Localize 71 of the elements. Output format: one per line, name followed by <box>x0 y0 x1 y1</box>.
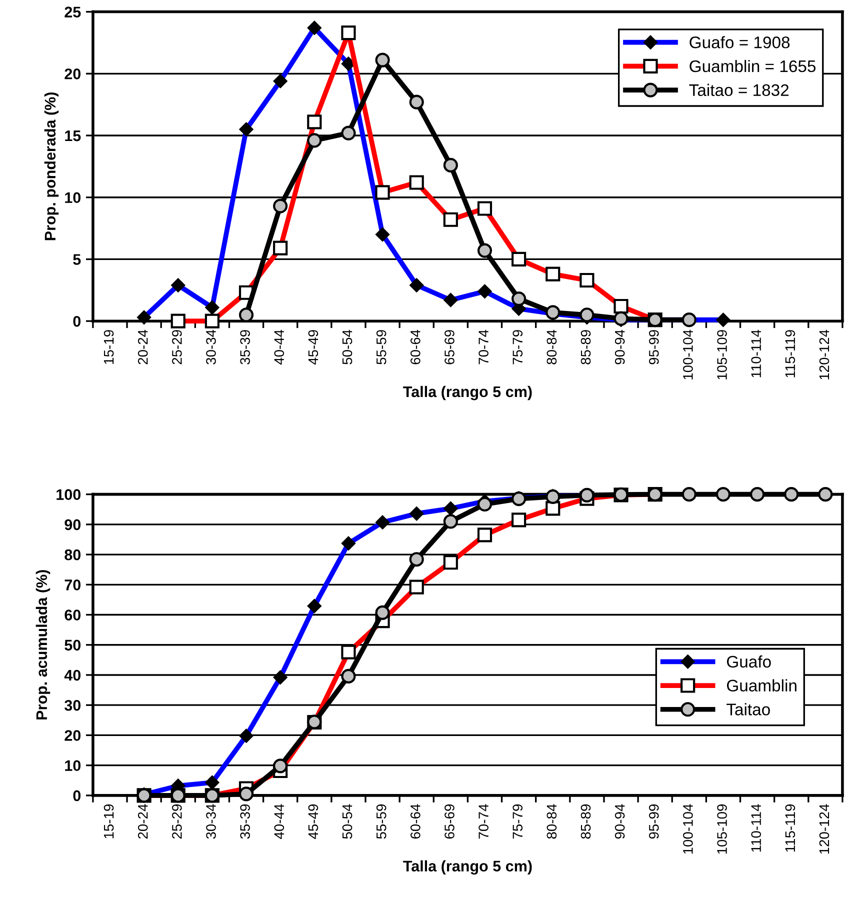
x-tick-label: 35-39 <box>240 330 250 364</box>
x-tick-label: 65-69 <box>444 330 454 364</box>
legend-label: Guafo <box>726 655 771 668</box>
x-tick-label: 115-119 <box>785 804 796 852</box>
x-tick-label: 80-84 <box>546 804 557 839</box>
x-tick-label: 45-49 <box>308 804 318 839</box>
x-tick-label: 45-49 <box>308 330 318 365</box>
y-axis-title: Prop. acumulada (%) <box>36 570 50 720</box>
x-tick-label: 115-119 <box>785 330 796 378</box>
x-tick-label: 120-124 <box>819 330 830 380</box>
legend-label: Guamblin = 1655 <box>690 60 816 72</box>
x-tick-label: 65-69 <box>444 804 454 839</box>
y-tick-label: 50 <box>64 640 81 651</box>
x-tick-label: 50-54 <box>342 330 352 364</box>
x-tick-label: 40-44 <box>274 330 284 365</box>
y-tick-label: 40 <box>64 670 81 681</box>
x-tick-label: 60-64 <box>410 804 420 839</box>
x-tick-label: 75-79 <box>512 804 523 839</box>
x-axis-title: Talla (rango 5 cm) <box>403 386 532 400</box>
x-axis-title: Talla (rango 5 cm) <box>403 860 532 875</box>
y-tick-label: 20 <box>64 730 81 741</box>
legend-label: Taitao <box>726 703 770 716</box>
x-tick-label: 80-84 <box>546 330 557 364</box>
x-tick-label: 95-99 <box>648 330 659 364</box>
x-tick-label: 95-99 <box>648 804 659 839</box>
x-tick-label: 25-29 <box>172 804 182 839</box>
y-tick-label: 60 <box>64 610 81 620</box>
y-tick-label: 20 <box>64 68 81 80</box>
y-tick-label: 10 <box>65 760 81 772</box>
y-tick-label: 25 <box>64 6 81 18</box>
x-tick-label: 85-89 <box>580 804 591 839</box>
y-tick-label: 70 <box>64 580 81 590</box>
x-tick-label: 70-74 <box>478 804 488 839</box>
x-tick-label: 110-114 <box>751 330 762 378</box>
x-tick-label: 30-34 <box>206 804 216 839</box>
x-tick-label: 105-109 <box>717 330 727 380</box>
x-tick-label: 100-104 <box>683 330 693 380</box>
x-tick-label: 30-34 <box>206 330 216 364</box>
y-tick-label: 90 <box>64 519 81 530</box>
x-tick-label: 35-39 <box>240 804 250 839</box>
y-tick-label: 10 <box>65 192 81 204</box>
x-tick-label: 55-59 <box>376 804 386 839</box>
x-tick-label: 50-54 <box>342 804 352 839</box>
y-axis-title: Prop. ponderada (%) <box>44 92 59 240</box>
x-tick-label: 40-44 <box>274 804 284 839</box>
x-tick-label: 75-79 <box>512 330 523 364</box>
y-tick-label: 100 <box>56 489 81 500</box>
y-tick-label: 5 <box>73 254 81 265</box>
y-tick-label: 15 <box>65 130 81 142</box>
legend-label: Guamblin <box>726 679 796 692</box>
x-tick-label: 55-59 <box>376 330 386 364</box>
x-tick-label: 90-94 <box>614 804 625 839</box>
y-tick-label: 30 <box>64 700 81 711</box>
x-tick-label: 20-24 <box>138 330 148 364</box>
x-tick-label: 60-64 <box>410 330 420 364</box>
x-tick-label: 100-104 <box>683 804 693 854</box>
y-tick-label: 0 <box>73 790 81 802</box>
x-tick-label: 110-114 <box>751 804 762 852</box>
y-tick-label: 80 <box>64 549 81 560</box>
x-tick-label: 85-89 <box>580 330 591 364</box>
x-tick-label: 15-19 <box>104 804 114 838</box>
x-tick-label: 90-94 <box>614 330 625 364</box>
x-tick-label: 15-19 <box>104 330 114 364</box>
x-tick-label: 105-109 <box>717 804 727 854</box>
x-tick-label: 120-124 <box>819 804 830 854</box>
x-tick-label: 25-29 <box>172 330 182 364</box>
x-tick-label: 70-74 <box>478 330 488 364</box>
y-tick-label: 0 <box>73 316 81 327</box>
x-tick-label: 20-24 <box>138 804 148 839</box>
legend-label: Taitao = 1832 <box>689 84 789 96</box>
legend-label: Guafo = 1908 <box>690 36 790 48</box>
